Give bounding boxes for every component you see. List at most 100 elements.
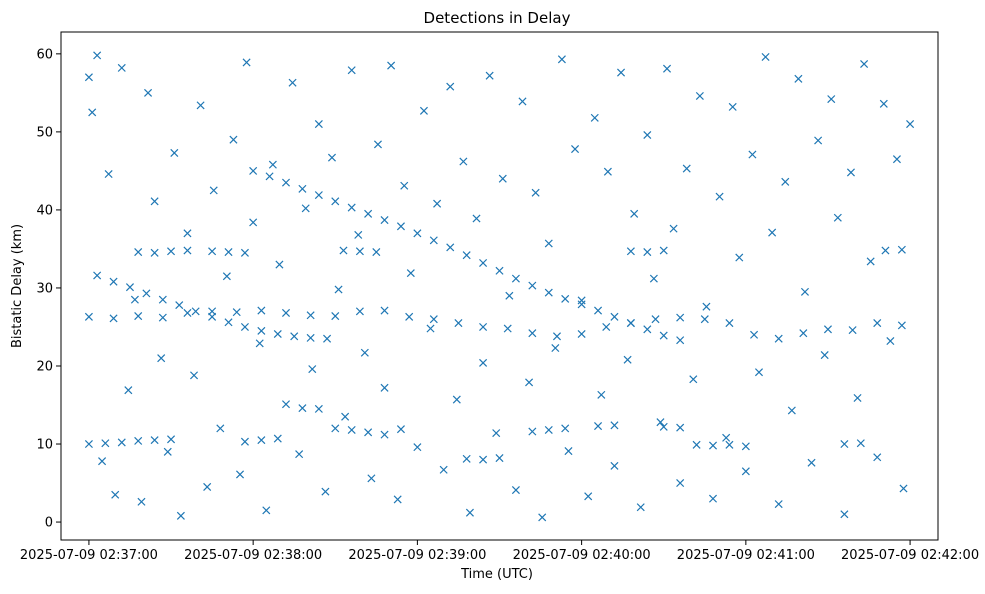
data-point: [257, 306, 266, 315]
data-point: [610, 421, 619, 430]
data-point: [240, 248, 249, 257]
data-point: [700, 315, 709, 324]
data-point: [708, 494, 718, 503]
data-point: [531, 188, 540, 197]
data-point: [669, 224, 678, 233]
data-point: [334, 285, 343, 294]
data-point: [84, 312, 93, 321]
data-point: [643, 248, 652, 257]
data-point: [492, 429, 501, 438]
data-point: [433, 199, 442, 208]
data-point: [249, 166, 258, 175]
data-point: [355, 247, 364, 256]
data-point: [163, 447, 172, 456]
data-point: [462, 251, 471, 260]
data-point: [722, 433, 731, 442]
data-point: [396, 425, 405, 434]
data-point: [725, 440, 734, 449]
data-point: [273, 329, 282, 339]
data-point: [249, 218, 258, 227]
data-point: [899, 484, 908, 493]
x-tick-label: 2025-07-09 02:38:00: [184, 548, 322, 563]
data-point: [728, 102, 737, 111]
data-point: [708, 441, 718, 450]
data-point: [222, 272, 231, 281]
data-point: [617, 68, 626, 77]
data-point: [355, 307, 364, 316]
y-tick-label: 50: [36, 125, 53, 140]
data-point: [104, 169, 113, 179]
data-point: [860, 59, 869, 69]
data-point: [262, 506, 271, 515]
data-point: [800, 287, 809, 296]
data-point: [462, 454, 471, 463]
data-point: [846, 168, 855, 177]
data-point: [787, 406, 796, 415]
data-point: [413, 229, 422, 238]
data-point: [117, 63, 126, 72]
y-tick-label: 40: [36, 203, 53, 218]
data-point: [472, 214, 481, 223]
data-point: [170, 148, 179, 157]
data-point: [848, 326, 857, 335]
data-point: [715, 192, 724, 201]
data-point: [840, 510, 849, 519]
data-point: [314, 404, 323, 413]
data-point: [774, 334, 783, 343]
data-point: [306, 333, 315, 342]
data-point: [191, 307, 200, 316]
data-point: [754, 368, 764, 377]
data-point: [109, 277, 118, 286]
data-point: [354, 230, 363, 239]
data-point: [257, 326, 266, 335]
data-point: [175, 301, 184, 310]
data-point: [768, 228, 777, 237]
data-point: [479, 358, 488, 367]
data-point: [273, 434, 282, 443]
data-point: [799, 329, 808, 338]
data-point: [364, 428, 373, 437]
data-point: [144, 88, 153, 97]
data-point: [873, 319, 882, 328]
data-point: [505, 291, 514, 300]
data-point: [906, 120, 915, 129]
data-point: [339, 246, 348, 255]
data-point: [93, 271, 102, 280]
data-point: [229, 135, 238, 144]
data-point: [157, 354, 166, 363]
data-point: [203, 482, 212, 491]
data-point: [623, 355, 632, 364]
data-point: [387, 61, 396, 70]
data-point: [892, 155, 901, 164]
data-point: [498, 174, 507, 183]
data-point: [479, 258, 488, 268]
data-point: [643, 325, 652, 334]
data-point: [866, 257, 875, 266]
data-point: [610, 461, 619, 470]
data-point: [552, 332, 562, 341]
data-point: [380, 306, 389, 315]
data-point: [364, 209, 373, 218]
x-tick-label: 2025-07-09 02:39:00: [348, 548, 486, 563]
data-point: [109, 314, 118, 323]
data-point: [150, 197, 159, 206]
series-2: [84, 306, 906, 343]
data-point: [393, 495, 402, 504]
data-point: [275, 260, 284, 269]
data-point: [702, 302, 711, 311]
data-point: [298, 404, 307, 413]
data-point: [511, 486, 520, 495]
data-point: [662, 64, 672, 73]
data-point: [301, 204, 310, 213]
data-point: [827, 95, 836, 104]
data-point: [208, 307, 217, 316]
data-point: [774, 500, 783, 509]
data-point: [142, 289, 151, 298]
data-point: [590, 113, 599, 122]
data-point: [216, 424, 225, 433]
data-point: [561, 424, 570, 433]
data-point: [659, 422, 668, 431]
data-point: [372, 248, 381, 257]
data-point: [176, 511, 185, 520]
